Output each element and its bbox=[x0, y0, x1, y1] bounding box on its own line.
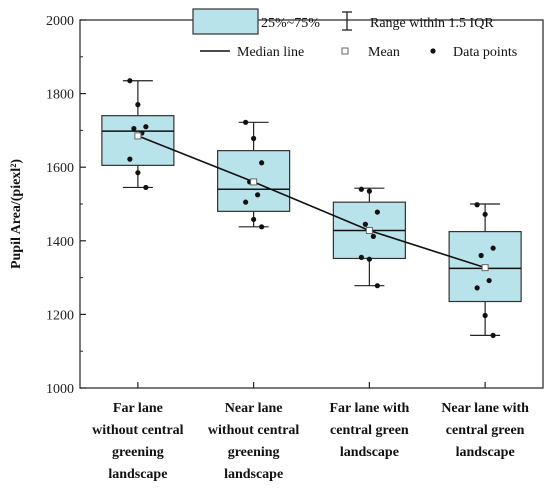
data-point bbox=[131, 125, 137, 132]
legend: 25%~75% Range within 1.5 IQR Median line Me… bbox=[192, 8, 517, 60]
legend-mean-label: Mean bbox=[368, 45, 400, 60]
y-tick-label: 2000 bbox=[46, 14, 74, 29]
data-point bbox=[482, 211, 488, 217]
category-label-line: landscape bbox=[108, 467, 167, 482]
mean-marker bbox=[365, 226, 373, 234]
box-group bbox=[217, 119, 291, 230]
data-point bbox=[374, 283, 380, 289]
legend-whisker-label: Range within 1.5 IQR bbox=[370, 16, 494, 31]
data-point bbox=[127, 78, 133, 84]
data-point bbox=[135, 102, 141, 108]
category-label-line: landscape bbox=[340, 445, 399, 460]
category-label-line: Near lane with bbox=[441, 401, 529, 416]
legend-point-label: Data points bbox=[453, 45, 517, 60]
category-label-line: Far lane with bbox=[329, 401, 409, 416]
data-point bbox=[251, 216, 257, 223]
data-point bbox=[366, 256, 372, 262]
category-label-line: Far lane bbox=[113, 401, 163, 416]
category-label: Near lane with central green landscape bbox=[441, 401, 529, 460]
data-point bbox=[143, 184, 149, 191]
mean-connecting-line bbox=[137, 135, 486, 269]
data-point bbox=[362, 221, 368, 227]
data-point bbox=[358, 186, 364, 192]
data-point bbox=[370, 233, 376, 239]
data-point bbox=[490, 332, 496, 338]
category-label-line: without central bbox=[208, 423, 299, 438]
data-point bbox=[482, 312, 488, 319]
data-point bbox=[478, 252, 484, 259]
y-tick-label: 1200 bbox=[46, 308, 74, 323]
data-point bbox=[127, 156, 133, 162]
legend-point-icon bbox=[430, 48, 436, 54]
category-label-line: landscape bbox=[224, 467, 283, 482]
data-point bbox=[474, 202, 480, 208]
data-point bbox=[358, 254, 364, 260]
data-point bbox=[243, 119, 249, 125]
y-tick-label: 1400 bbox=[46, 235, 74, 250]
legend-box-label: 25%~75% bbox=[261, 16, 320, 31]
data-point bbox=[259, 224, 265, 230]
legend-median-label: Median line bbox=[237, 45, 304, 60]
y-tick-label: 1000 bbox=[46, 382, 74, 397]
legend-mean-icon bbox=[341, 47, 349, 55]
mean-marker bbox=[250, 178, 258, 186]
data-point bbox=[255, 192, 261, 198]
category-label: Far lane without central greening landscape bbox=[92, 401, 183, 482]
legend-box-swatch bbox=[192, 8, 259, 35]
category-label-line: Near lane bbox=[225, 401, 283, 416]
category-label-line: greening bbox=[112, 445, 164, 460]
category-label-line: landscape bbox=[456, 445, 515, 460]
box-group bbox=[101, 78, 175, 191]
data-point bbox=[143, 124, 149, 130]
box-group bbox=[332, 186, 406, 289]
category-label-line: central green bbox=[446, 423, 525, 438]
iqr-box bbox=[101, 115, 175, 166]
category-label-line: central green bbox=[330, 423, 409, 438]
data-point bbox=[135, 170, 141, 176]
data-point bbox=[486, 277, 492, 284]
category-label: Near lane without central greening landscap… bbox=[208, 401, 299, 482]
data-point bbox=[259, 160, 265, 166]
category-label: Far lane with central green landscape bbox=[329, 401, 409, 460]
category-label-line: without central bbox=[92, 423, 183, 438]
data-point bbox=[474, 285, 480, 291]
data-point bbox=[366, 188, 372, 194]
y-tick-label: 1600 bbox=[46, 161, 74, 176]
data-point bbox=[490, 245, 496, 251]
data-point bbox=[251, 135, 257, 142]
mean-marker bbox=[134, 132, 142, 140]
data-point bbox=[374, 209, 380, 215]
y-tick-label: 1800 bbox=[46, 88, 74, 103]
data-point bbox=[243, 199, 249, 205]
mean-marker bbox=[481, 264, 489, 272]
category-label-line: greening bbox=[228, 445, 280, 460]
y-axis-title: Pupil Area/(piexl²) bbox=[9, 159, 24, 269]
